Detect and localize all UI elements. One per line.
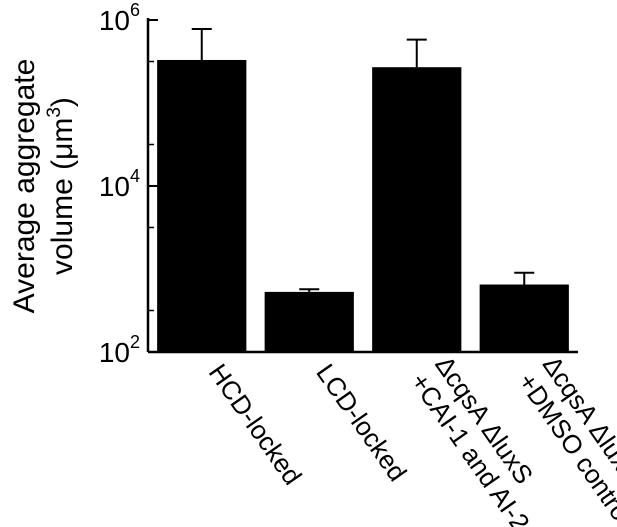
y-axis-title-main: volume (μm xyxy=(46,118,79,275)
y-tick-exponent-3: 6 xyxy=(130,0,140,20)
y-tick-base-3: 10 xyxy=(99,5,130,36)
y-axis-title: Average aggregate volume (μm3) xyxy=(8,59,79,314)
y-tick-label-1: 102 xyxy=(99,332,140,368)
category-labels-group: HCD-locked LCD-locked ΔcqsA ΔluxS+CAI-1 an… xyxy=(203,350,617,527)
y-tick-label-3: 106 xyxy=(99,0,140,36)
y-tick-label-2: 104 xyxy=(99,166,140,202)
bars-group xyxy=(157,59,569,352)
y-axis-title-close: ) xyxy=(46,97,79,107)
bar-1 xyxy=(157,59,247,352)
y-tick-exponent-2: 4 xyxy=(130,166,140,186)
y-axis-title-superscript: 3 xyxy=(44,107,65,118)
category-label-2-line-1: LCD-locked xyxy=(310,358,412,486)
category-label-1: HCD-locked xyxy=(203,358,308,490)
y-axis-title-line-1: Average aggregate xyxy=(8,59,41,314)
category-label-2: LCD-locked xyxy=(310,358,412,486)
y-tick-base-2: 10 xyxy=(99,171,130,202)
y-tick-base-1: 10 xyxy=(99,337,130,368)
bar-3 xyxy=(372,67,462,352)
category-label-4: ΔcqsA ΔluxS+DMSO control xyxy=(512,350,617,527)
error-bars-group xyxy=(191,27,535,292)
category-label-1-line-1: HCD-locked xyxy=(203,358,308,490)
bar-2 xyxy=(264,291,354,352)
y-axis-title-line-2: volume (μm3) xyxy=(44,97,79,275)
y-tick-exponent-1: 2 xyxy=(130,332,140,352)
bar-4 xyxy=(479,284,569,352)
